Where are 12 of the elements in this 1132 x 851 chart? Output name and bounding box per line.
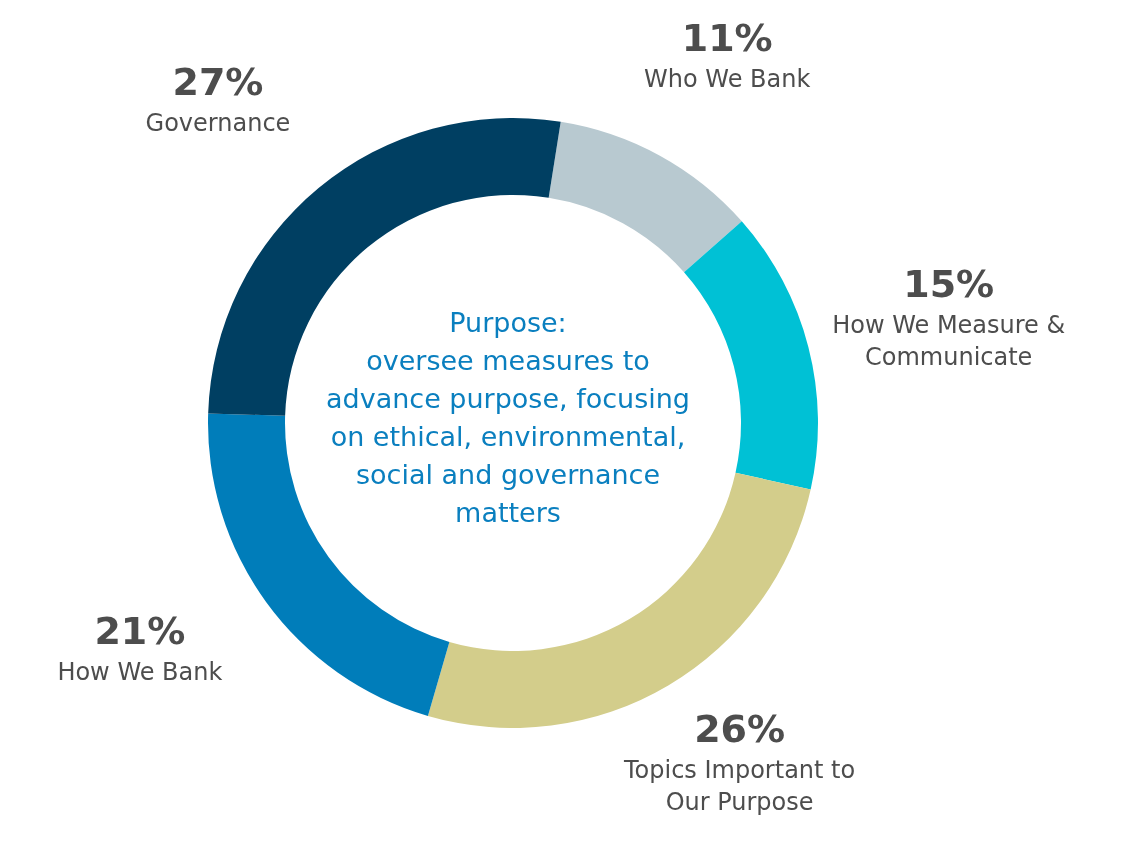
text: Purpose: oversee measures to advance purpose, focusing on ethical, environmental, social and governance matters (325, 306, 691, 530)
donut-slice (548, 121, 742, 273)
slice-label: Topics Important to Our Purpose (623, 756, 856, 817)
data-label: 26% (694, 707, 786, 752)
slice-label: How We Measure & Communicate (832, 310, 1066, 371)
data-label: 11% (681, 16, 773, 61)
slice-label: Governance (145, 109, 291, 138)
data-label: 27% (172, 60, 264, 105)
slice-label: How We Bank (57, 657, 223, 686)
data-label: 21% (94, 608, 186, 653)
slice-label: Who We Bank (644, 65, 811, 94)
data-label: 15% (903, 261, 995, 306)
